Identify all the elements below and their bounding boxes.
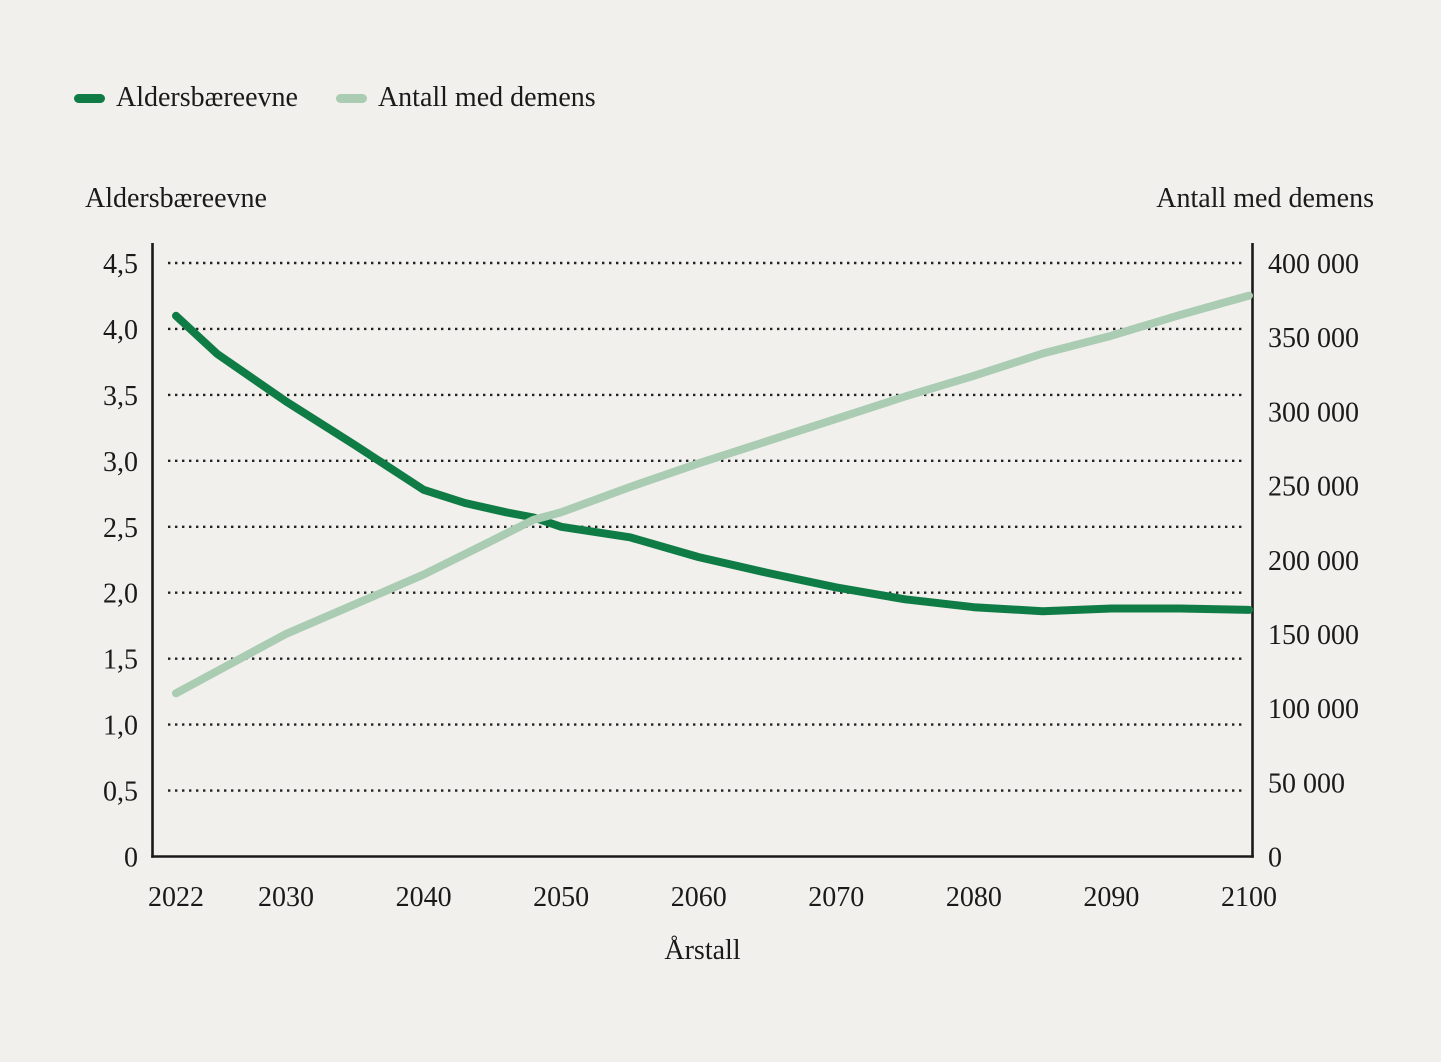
x-axis-tick-label: 2022 bbox=[148, 882, 204, 913]
left-axis-tick-label: 2,5 bbox=[103, 513, 138, 544]
x-axis-tick-label: 2090 bbox=[1083, 882, 1139, 913]
legend-item-antall-med-demens: Antall med demens bbox=[335, 82, 596, 113]
left-axis-tick-label: 1,5 bbox=[103, 645, 138, 676]
left-axis-tick-label: 3,5 bbox=[103, 381, 138, 412]
series-line-1 bbox=[172, 291, 1253, 698]
x-axis-tick-label: 2050 bbox=[533, 882, 589, 913]
left-axis-tick-label: 1,0 bbox=[103, 711, 138, 742]
left-axis-tick-label: 2,0 bbox=[103, 579, 138, 610]
x-axis-tick-label: 2070 bbox=[808, 882, 864, 913]
x-axis-tick-label: 2060 bbox=[671, 882, 727, 913]
right-axis-tick-label: 50 000 bbox=[1268, 768, 1345, 799]
right-axis-tick-label: 250 000 bbox=[1268, 472, 1359, 503]
left-axis-tick-label: 4,5 bbox=[103, 249, 138, 280]
left-axis-tick-label: 4,0 bbox=[103, 315, 138, 346]
right-axis-tick-label: 350 000 bbox=[1268, 323, 1359, 354]
left-axis-tick-label: 3,0 bbox=[103, 447, 138, 478]
left-axis-tick-label: 0,5 bbox=[103, 777, 138, 808]
legend-label-antall-med-demens: Antall med demens bbox=[377, 82, 596, 113]
chart-legend: Aldersbæreevne Antall med demens bbox=[74, 84, 596, 112]
right-axis-title: Antall med demens bbox=[1156, 183, 1374, 214]
left-axis-tick-label: 0 bbox=[124, 843, 138, 874]
right-axis-tick-label: 100 000 bbox=[1268, 694, 1359, 725]
right-axis-tick-label: 200 000 bbox=[1268, 546, 1359, 577]
x-axis-tick-label: 2100 bbox=[1221, 882, 1277, 913]
right-axis-tick-label: 150 000 bbox=[1268, 620, 1359, 651]
left-axis-title: Aldersbæreevne bbox=[85, 183, 267, 214]
right-axis-tick-label: 0 bbox=[1268, 843, 1282, 874]
series-line-0 bbox=[172, 311, 1253, 616]
right-axis-tick-label: 400 000 bbox=[1268, 249, 1359, 280]
legend-swatch-light-green bbox=[335, 93, 367, 103]
x-axis-title: Årstall bbox=[664, 935, 741, 966]
x-axis-tick-label: 2030 bbox=[258, 882, 314, 913]
legend-swatch-dark-green bbox=[74, 93, 105, 103]
legend-item-aldersbaereevne: Aldersbæreevne bbox=[74, 84, 298, 112]
x-axis-tick-label: 2040 bbox=[396, 882, 452, 913]
legend-label-aldersbaereevne: Aldersbæreevne bbox=[116, 82, 298, 113]
right-axis-tick-label: 300 000 bbox=[1268, 397, 1359, 428]
x-axis-tick-label: 2080 bbox=[946, 882, 1002, 913]
